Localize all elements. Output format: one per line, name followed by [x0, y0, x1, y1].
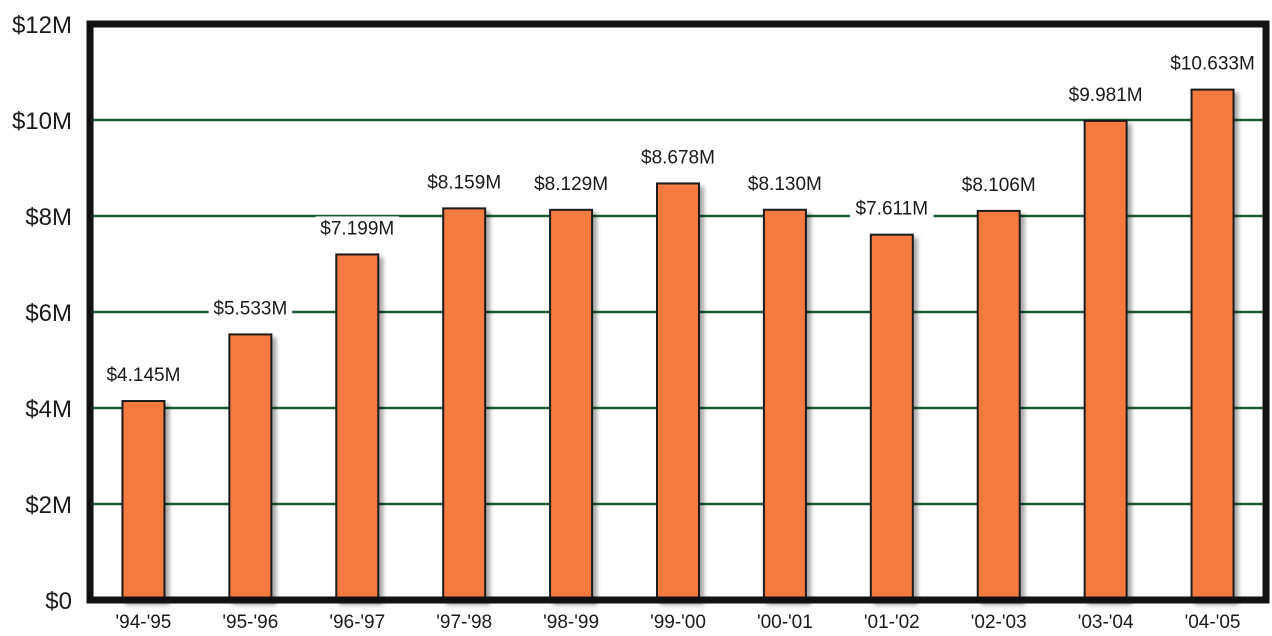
y-tick-label: $6M: [25, 300, 72, 327]
y-tick-label: $10M: [12, 108, 72, 135]
data-label-background: [956, 172, 1041, 198]
bar: [442, 207, 487, 601]
x-tick-label: '04-'05: [1185, 612, 1241, 633]
bar: [869, 233, 914, 601]
x-tick-label: '00-'01: [757, 612, 813, 633]
x-tick-label: '03-'04: [1078, 612, 1134, 633]
data-label-background: [529, 171, 613, 197]
bar: [228, 333, 273, 601]
bar: [1190, 88, 1235, 601]
data-label-background: [636, 145, 720, 171]
x-axis-tick-labels: '94-'95 '95-'96 '96-'97 '97-'98 '98-'99 '99-'…: [116, 612, 1241, 633]
data-label-background: [101, 363, 186, 389]
data-label: $10.633M: [1170, 54, 1255, 75]
x-tick-label: '97-'98: [436, 612, 492, 633]
data-label-background: [743, 171, 827, 197]
x-tick-label: '01-'02: [864, 612, 920, 633]
bar: [549, 208, 594, 601]
data-label-background: [1063, 82, 1148, 108]
y-tick-label: $4M: [25, 396, 72, 423]
bar: [762, 208, 807, 601]
data-label-background: [422, 170, 506, 196]
data-label: $9.981M: [1069, 85, 1143, 106]
bar: [1083, 119, 1128, 602]
data-label-background: [1165, 51, 1260, 77]
bar: [121, 400, 166, 602]
data-label: $7.611M: [856, 199, 929, 220]
data-label-background: [850, 196, 934, 222]
data-label: $4.145M: [106, 365, 180, 386]
x-tick-label: '94-'95: [116, 612, 172, 633]
y-tick-label: $8M: [25, 204, 72, 231]
bar: [976, 209, 1021, 602]
data-label: $8.129M: [534, 174, 608, 195]
data-label-background: [315, 216, 400, 242]
x-tick-label: '96-'97: [329, 612, 385, 633]
x-tick-label: '98-'99: [543, 612, 599, 633]
y-axis-tick-labels: $0 $2M $4M $6M $8M $10M $12M: [12, 12, 72, 615]
bars: $4.145M $5.533M $7.199M $8.159M $8.129M $8.67…: [101, 51, 1260, 602]
data-label: $8.159M: [427, 172, 501, 193]
y-tick-label: $2M: [25, 492, 72, 519]
data-label: $8.130M: [748, 174, 822, 195]
data-label: $8.678M: [641, 147, 715, 168]
data-label: $5.533M: [213, 298, 287, 319]
bar: [335, 253, 380, 601]
data-label: $7.199M: [320, 218, 394, 239]
y-tick-label: $0: [45, 588, 72, 615]
plot-frame: [86, 20, 1270, 604]
x-tick-label: '99-'00: [650, 612, 706, 633]
y-tick-label: $12M: [12, 12, 72, 39]
bar: [656, 182, 700, 601]
data-label-background: [208, 296, 293, 322]
data-label: $8.106M: [962, 175, 1036, 196]
x-tick-label: '02-'03: [971, 612, 1027, 633]
x-tick-label: '95-'96: [222, 612, 278, 633]
